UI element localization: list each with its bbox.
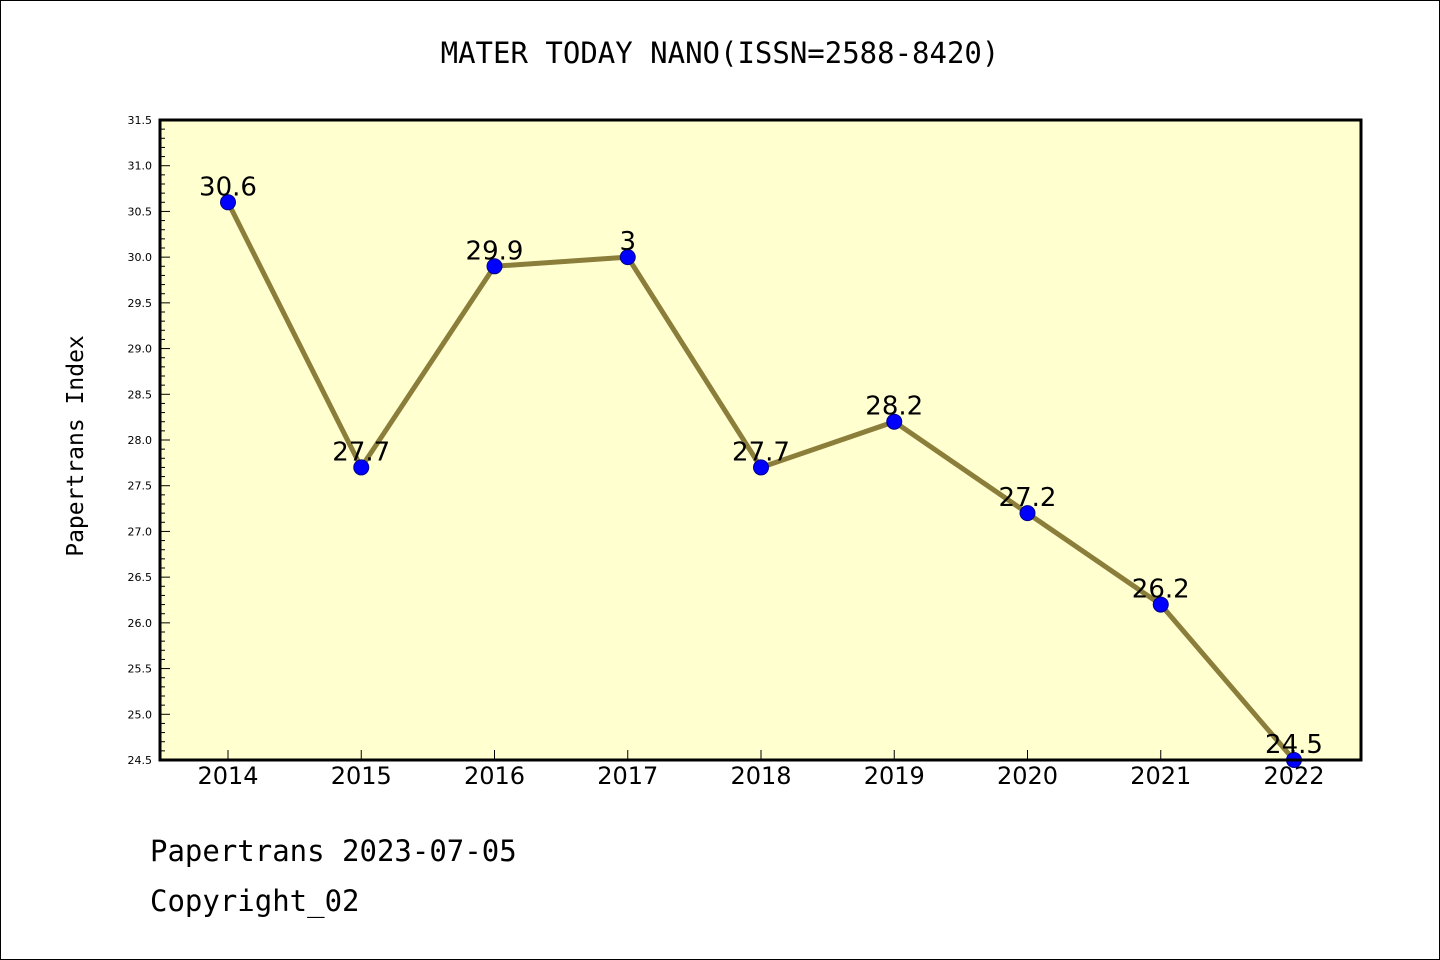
data-label: 28.2: [865, 392, 923, 422]
y-tick-label: 28.0: [128, 434, 153, 447]
data-label: 3: [619, 227, 636, 257]
data-label: 26.2: [1132, 575, 1190, 605]
y-tick-label: 30.0: [128, 251, 153, 264]
y-tick-label: 26.0: [128, 617, 153, 630]
data-point: [486, 258, 503, 275]
data-label: 27.7: [732, 437, 790, 467]
data-point: [886, 413, 903, 430]
x-tick-label: 2021: [1130, 762, 1191, 790]
x-tick-label: 2019: [864, 762, 925, 790]
series-markers: [220, 194, 1302, 768]
data-label: 27.7: [332, 437, 390, 467]
data-point: [220, 194, 236, 211]
data-label: 27.2: [999, 483, 1057, 513]
footer-date: Papertrans 2023-07-05: [150, 834, 517, 868]
plot-border: [158, 118, 1363, 762]
data-label: 24.5: [1265, 730, 1323, 760]
data-point: [753, 459, 769, 476]
x-tick-label: 2017: [597, 762, 658, 790]
y-tick-label: 28.5: [128, 388, 153, 401]
y-tick-label: 25.0: [128, 708, 153, 721]
y-tick-label: 25.5: [128, 663, 153, 676]
y-tick-label: 29.5: [128, 297, 153, 310]
data-point: [1019, 505, 1036, 522]
y-tick-label: 26.5: [128, 571, 153, 584]
data-label: 29.9: [466, 236, 524, 266]
x-tick-label: 2014: [197, 762, 258, 790]
y-tick-label: 27.5: [128, 480, 153, 493]
data-point: [1152, 596, 1169, 613]
y-axis: 24.5 25.0 25.5 26.0 26.5 27.0 27.5 28.0 28.5 29.0…: [128, 114, 170, 767]
data-labels: 30.6 27.7 29.9 3 27.7 28.2 27.2 26.2 24.5: [199, 172, 1323, 760]
y-tick-label: 30.5: [128, 205, 153, 218]
data-point: [353, 459, 370, 476]
y-tick-label: 24.5: [128, 754, 153, 767]
data-label: 30.6: [199, 172, 257, 202]
x-tick-label: 2018: [730, 762, 791, 790]
y-tick-label: 31.0: [128, 160, 153, 173]
x-tick-label: 2020: [997, 762, 1058, 790]
x-tick-label: 2015: [331, 762, 392, 790]
x-tick-label: 2016: [464, 762, 525, 790]
chart-title: MATER TODAY NANO(ISSN=2588-8420): [440, 36, 1000, 70]
x-axis: 2014 2015 2016 2017 2018 2019 2020 2021 2022: [197, 750, 1325, 790]
y-tick-label: 31.5: [128, 114, 153, 127]
plot-area: [160, 120, 1361, 760]
y-tick-label: 29.0: [128, 343, 153, 356]
footer-copyright: Copyright_02: [150, 884, 360, 918]
y-tick-label: 27.0: [128, 525, 153, 538]
data-point: [619, 249, 636, 266]
